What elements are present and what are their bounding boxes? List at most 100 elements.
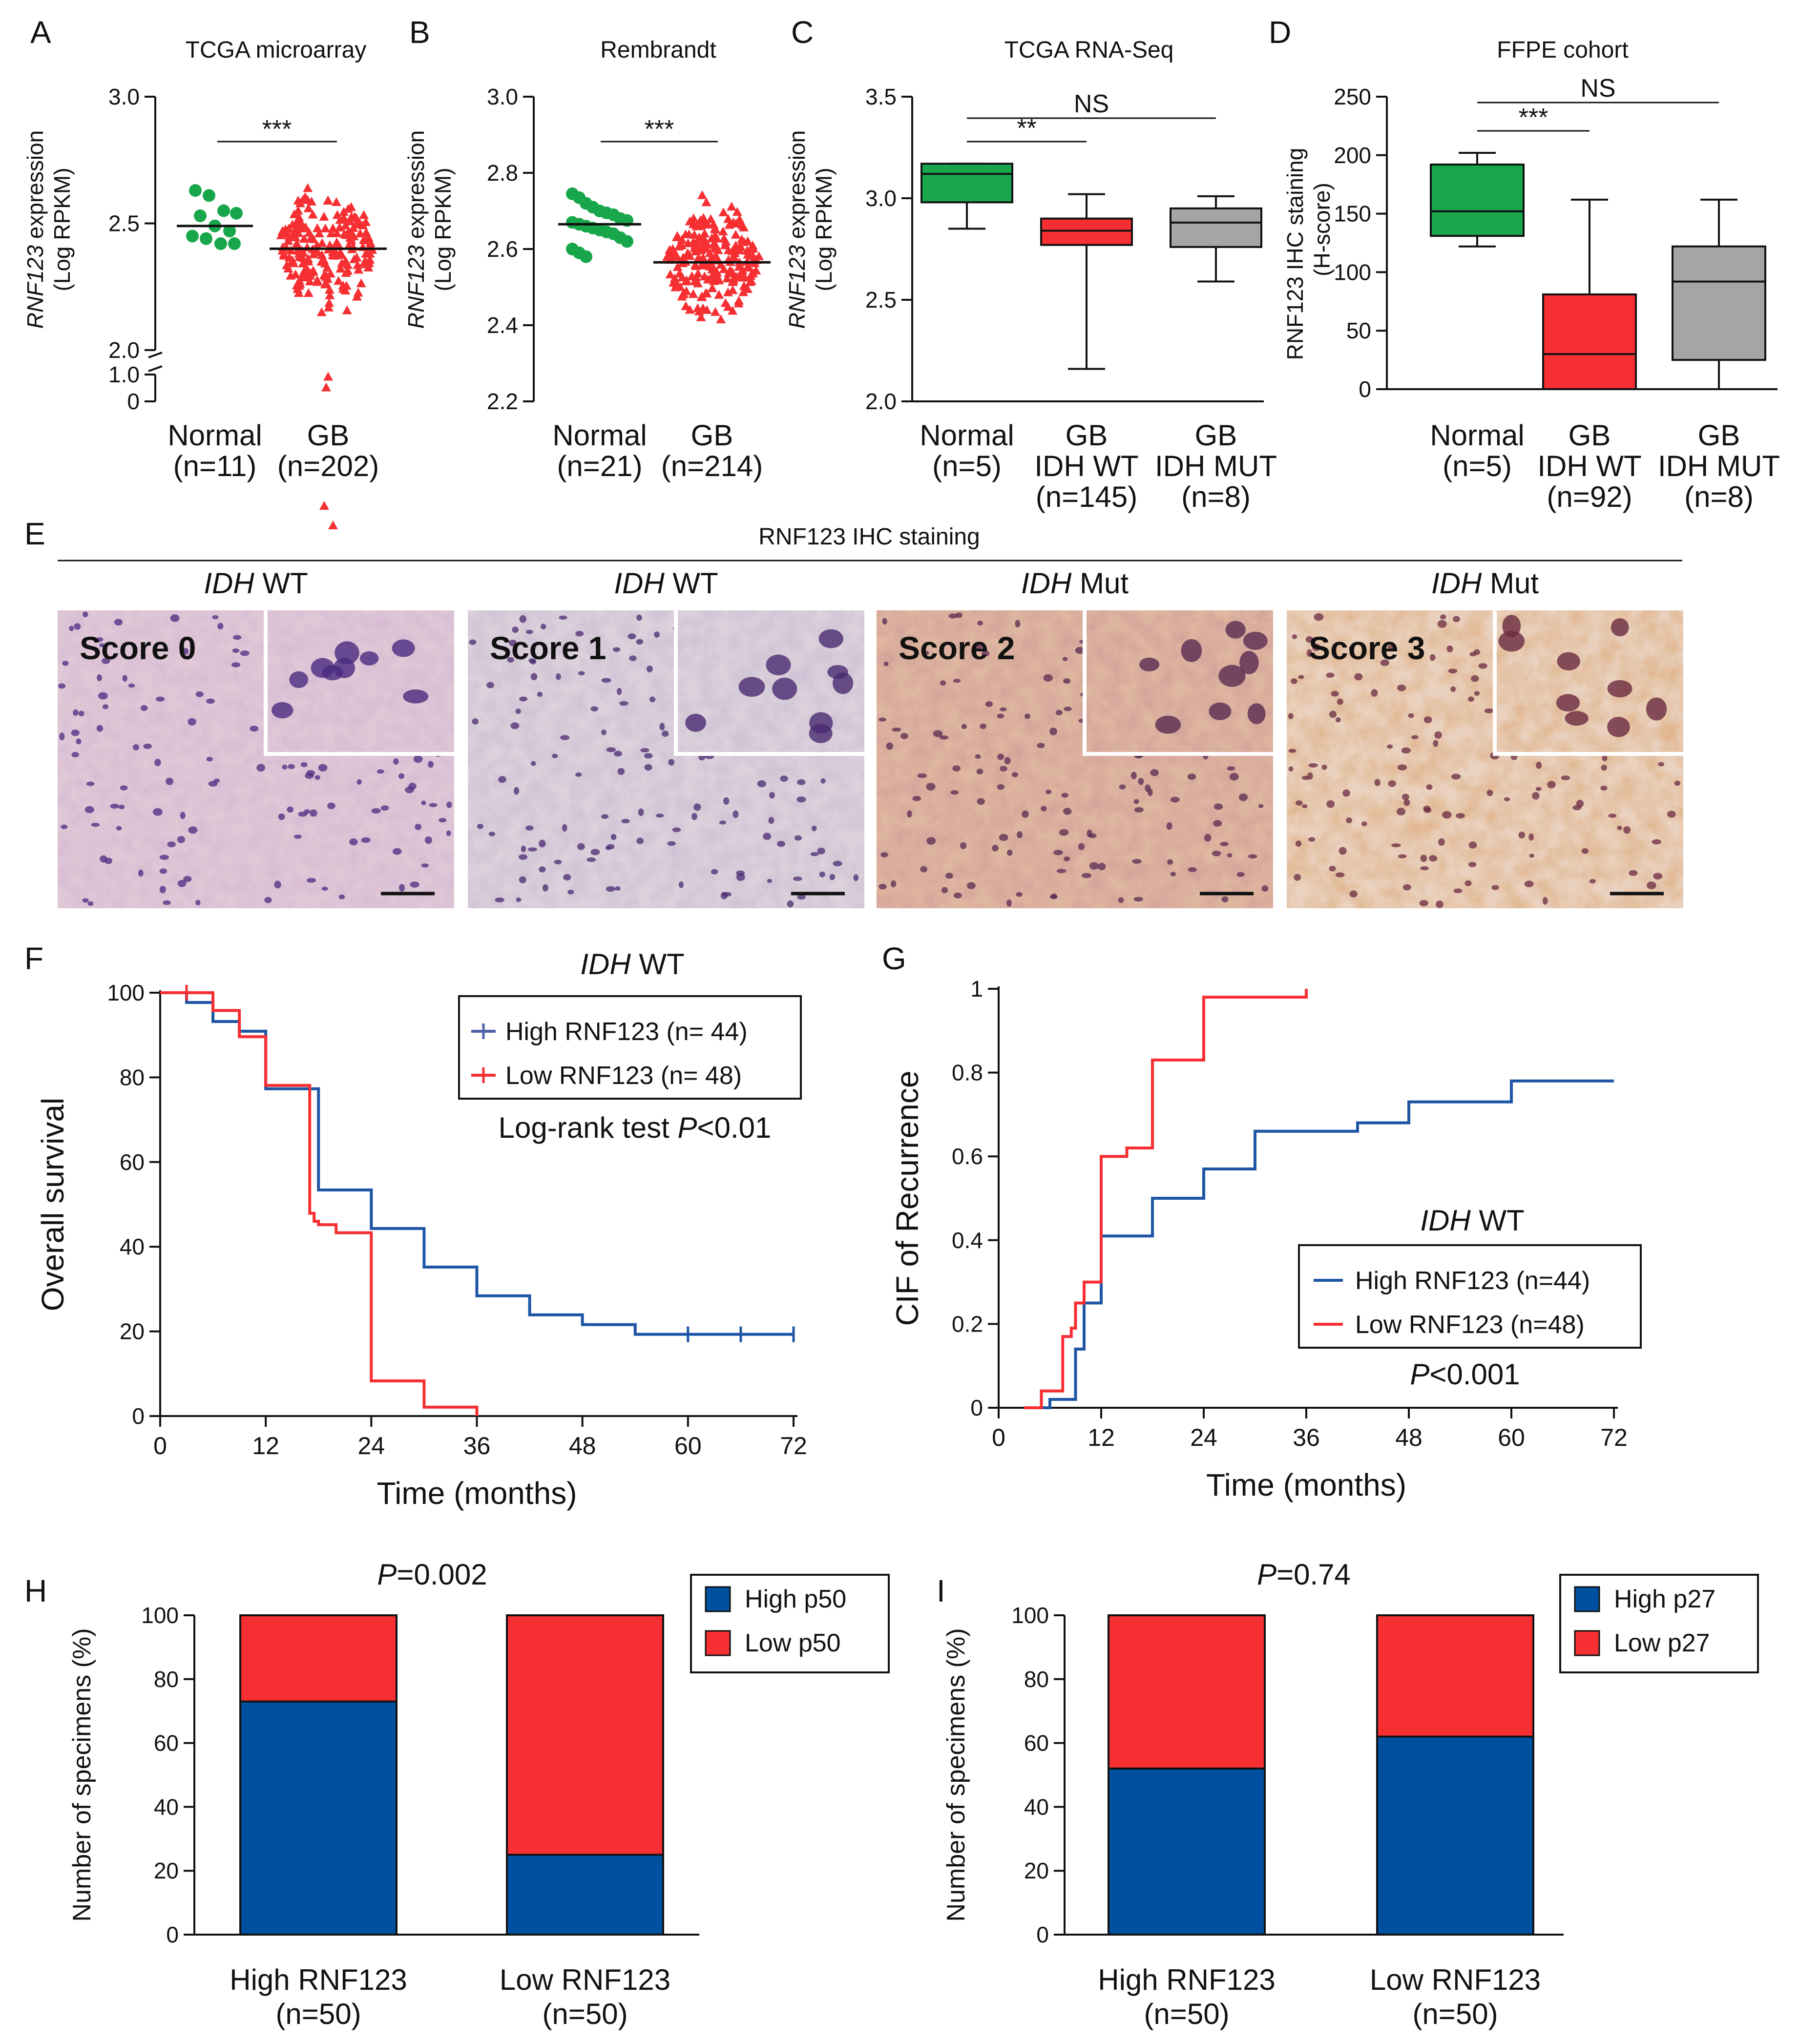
ihc-cell-nucleus [101,658,110,664]
panel-h-y-tick-label: 0 [166,1922,179,1947]
ihc-cell-nucleus [1429,654,1436,661]
ihc-cell-nucleus [999,834,1008,841]
data-point-gb [319,270,329,279]
data-point-gb [714,275,724,285]
ihc-cell-nucleus [1041,806,1047,812]
data-point-gb [683,238,693,248]
panel-b-y-tick-label: 2.8 [487,160,518,186]
ihc-inset-nucleus [1556,694,1580,712]
ihc-cell-nucleus [1043,674,1053,682]
ihc-cell-nucleus [817,848,825,855]
ihc-cell-nucleus [1298,675,1304,679]
ihc-cell-nucleus [819,871,826,877]
ihc-cell-nucleus [1326,672,1335,678]
y-axis-label: RNF123 expression [403,130,429,329]
ihc-cell-nucleus [1346,817,1352,824]
data-point-gb [325,240,335,250]
ihc-cell-nucleus [590,706,599,711]
ihc-cell-nucleus [1581,848,1589,854]
bar-segment-0 [239,1700,397,1936]
panel-letter-h: H [24,1573,47,1608]
data-point-gb [336,250,347,259]
ihc-inset-nucleus [1607,680,1632,698]
data-point-gb [718,207,729,216]
ihc-cell-nucleus [1133,897,1143,902]
data-point-gb [317,250,327,259]
data-point-gb [718,226,728,235]
panel-c-title: TCGA RNA-Seq [1004,37,1174,63]
panel-letter-b: B [409,15,430,50]
ihc-cell-nucleus [282,764,288,770]
ihc-cell-nucleus [1061,793,1068,798]
data-point-normal [217,204,230,217]
data-point-gb [736,234,747,244]
ihc-cell-nucleus [820,778,826,784]
ihc-inset-nucleus [818,629,843,648]
ihc-cell-nucleus [966,882,976,890]
x-tick-label: 60 [1498,1424,1525,1451]
ihc-cell-nucleus [1017,831,1023,838]
ihc-cell-nucleus [1442,811,1452,819]
ihc-cell-nucleus [232,648,240,653]
ihc-cell-nucleus [578,671,585,676]
data-point-gb [295,198,305,208]
x-category-n: (n=8) [1684,480,1754,513]
ihc-cell-nucleus [1402,793,1409,800]
data-point-normal [194,209,207,222]
ihc-cell-nucleus [428,761,434,768]
ihc-cell-nucleus [780,775,788,782]
ihc-cell-nucleus [890,880,897,888]
data-point-gb [671,232,682,241]
data-point-gb [729,251,739,261]
ihc-cell-nucleus [212,615,219,620]
ihc-cell-nucleus [1453,888,1463,894]
data-point-gb [342,266,353,275]
data-point-gb [308,266,318,275]
ihc-cell-nucleus [1329,710,1337,718]
ihc-cell-nucleus [96,725,104,732]
data-point-gb [714,290,724,299]
ihc-cell-nucleus [349,838,358,846]
ihc-cell-nucleus [1063,678,1071,684]
ihc-cell-nucleus [647,666,653,672]
data-point-gb [716,314,726,324]
ihc-cell-nucleus [1408,713,1414,718]
ihc-cell-nucleus [601,678,611,683]
ihc-cell-nucleus [757,780,767,788]
ihc-cell-nucleus [82,898,89,903]
ihc-cell-nucleus [1543,897,1548,905]
ihc-cell-nucleus [655,813,664,818]
ihc-cell-nucleus [1335,872,1345,877]
data-point-gb [685,305,695,314]
panel-letter-c: C [791,15,814,50]
x-category-n: (n=145) [1036,480,1137,513]
ihc-cell-nucleus [498,776,506,783]
ihc-cell-nucleus [812,825,817,832]
panel-a: TCGA microarray RNF123 expression (Log RPK… [22,37,387,529]
data-point-gb [303,253,313,263]
data-point-gb-outlier [323,372,333,381]
data-point-normal [223,225,236,238]
ihc-cell-nucleus [612,647,621,652]
axis-break-mark [148,365,163,372]
ihc-cell-nucleus [796,796,806,803]
log-rank-annotation: Log-rank test P<0.01 [499,1111,772,1144]
ihc-cell-nucleus [138,869,144,877]
ihc-cell-nucleus [519,876,526,883]
x-category-label: IDH WT [1034,450,1138,482]
ihc-cell-nucleus [1089,862,1099,870]
ihc-cell-nucleus [975,754,981,759]
data-point-gb [732,207,742,216]
ihc-cell-nucleus [1398,854,1407,858]
panel-i-title: P=0.74 [1257,1558,1351,1591]
data-point-gb [746,271,756,280]
panel-g-y-tick-label: 1 [970,976,983,1001]
ihc-cell-nucleus [1170,796,1180,803]
panel-i-y-tick-label: 40 [1024,1794,1049,1819]
ihc-cell-nucleus [981,650,990,657]
ihc-cell-nucleus [314,775,320,780]
ihc-cell-nucleus [1227,853,1233,858]
ihc-cell-nucleus [1292,634,1297,639]
ihc-cell-nucleus [920,866,928,873]
